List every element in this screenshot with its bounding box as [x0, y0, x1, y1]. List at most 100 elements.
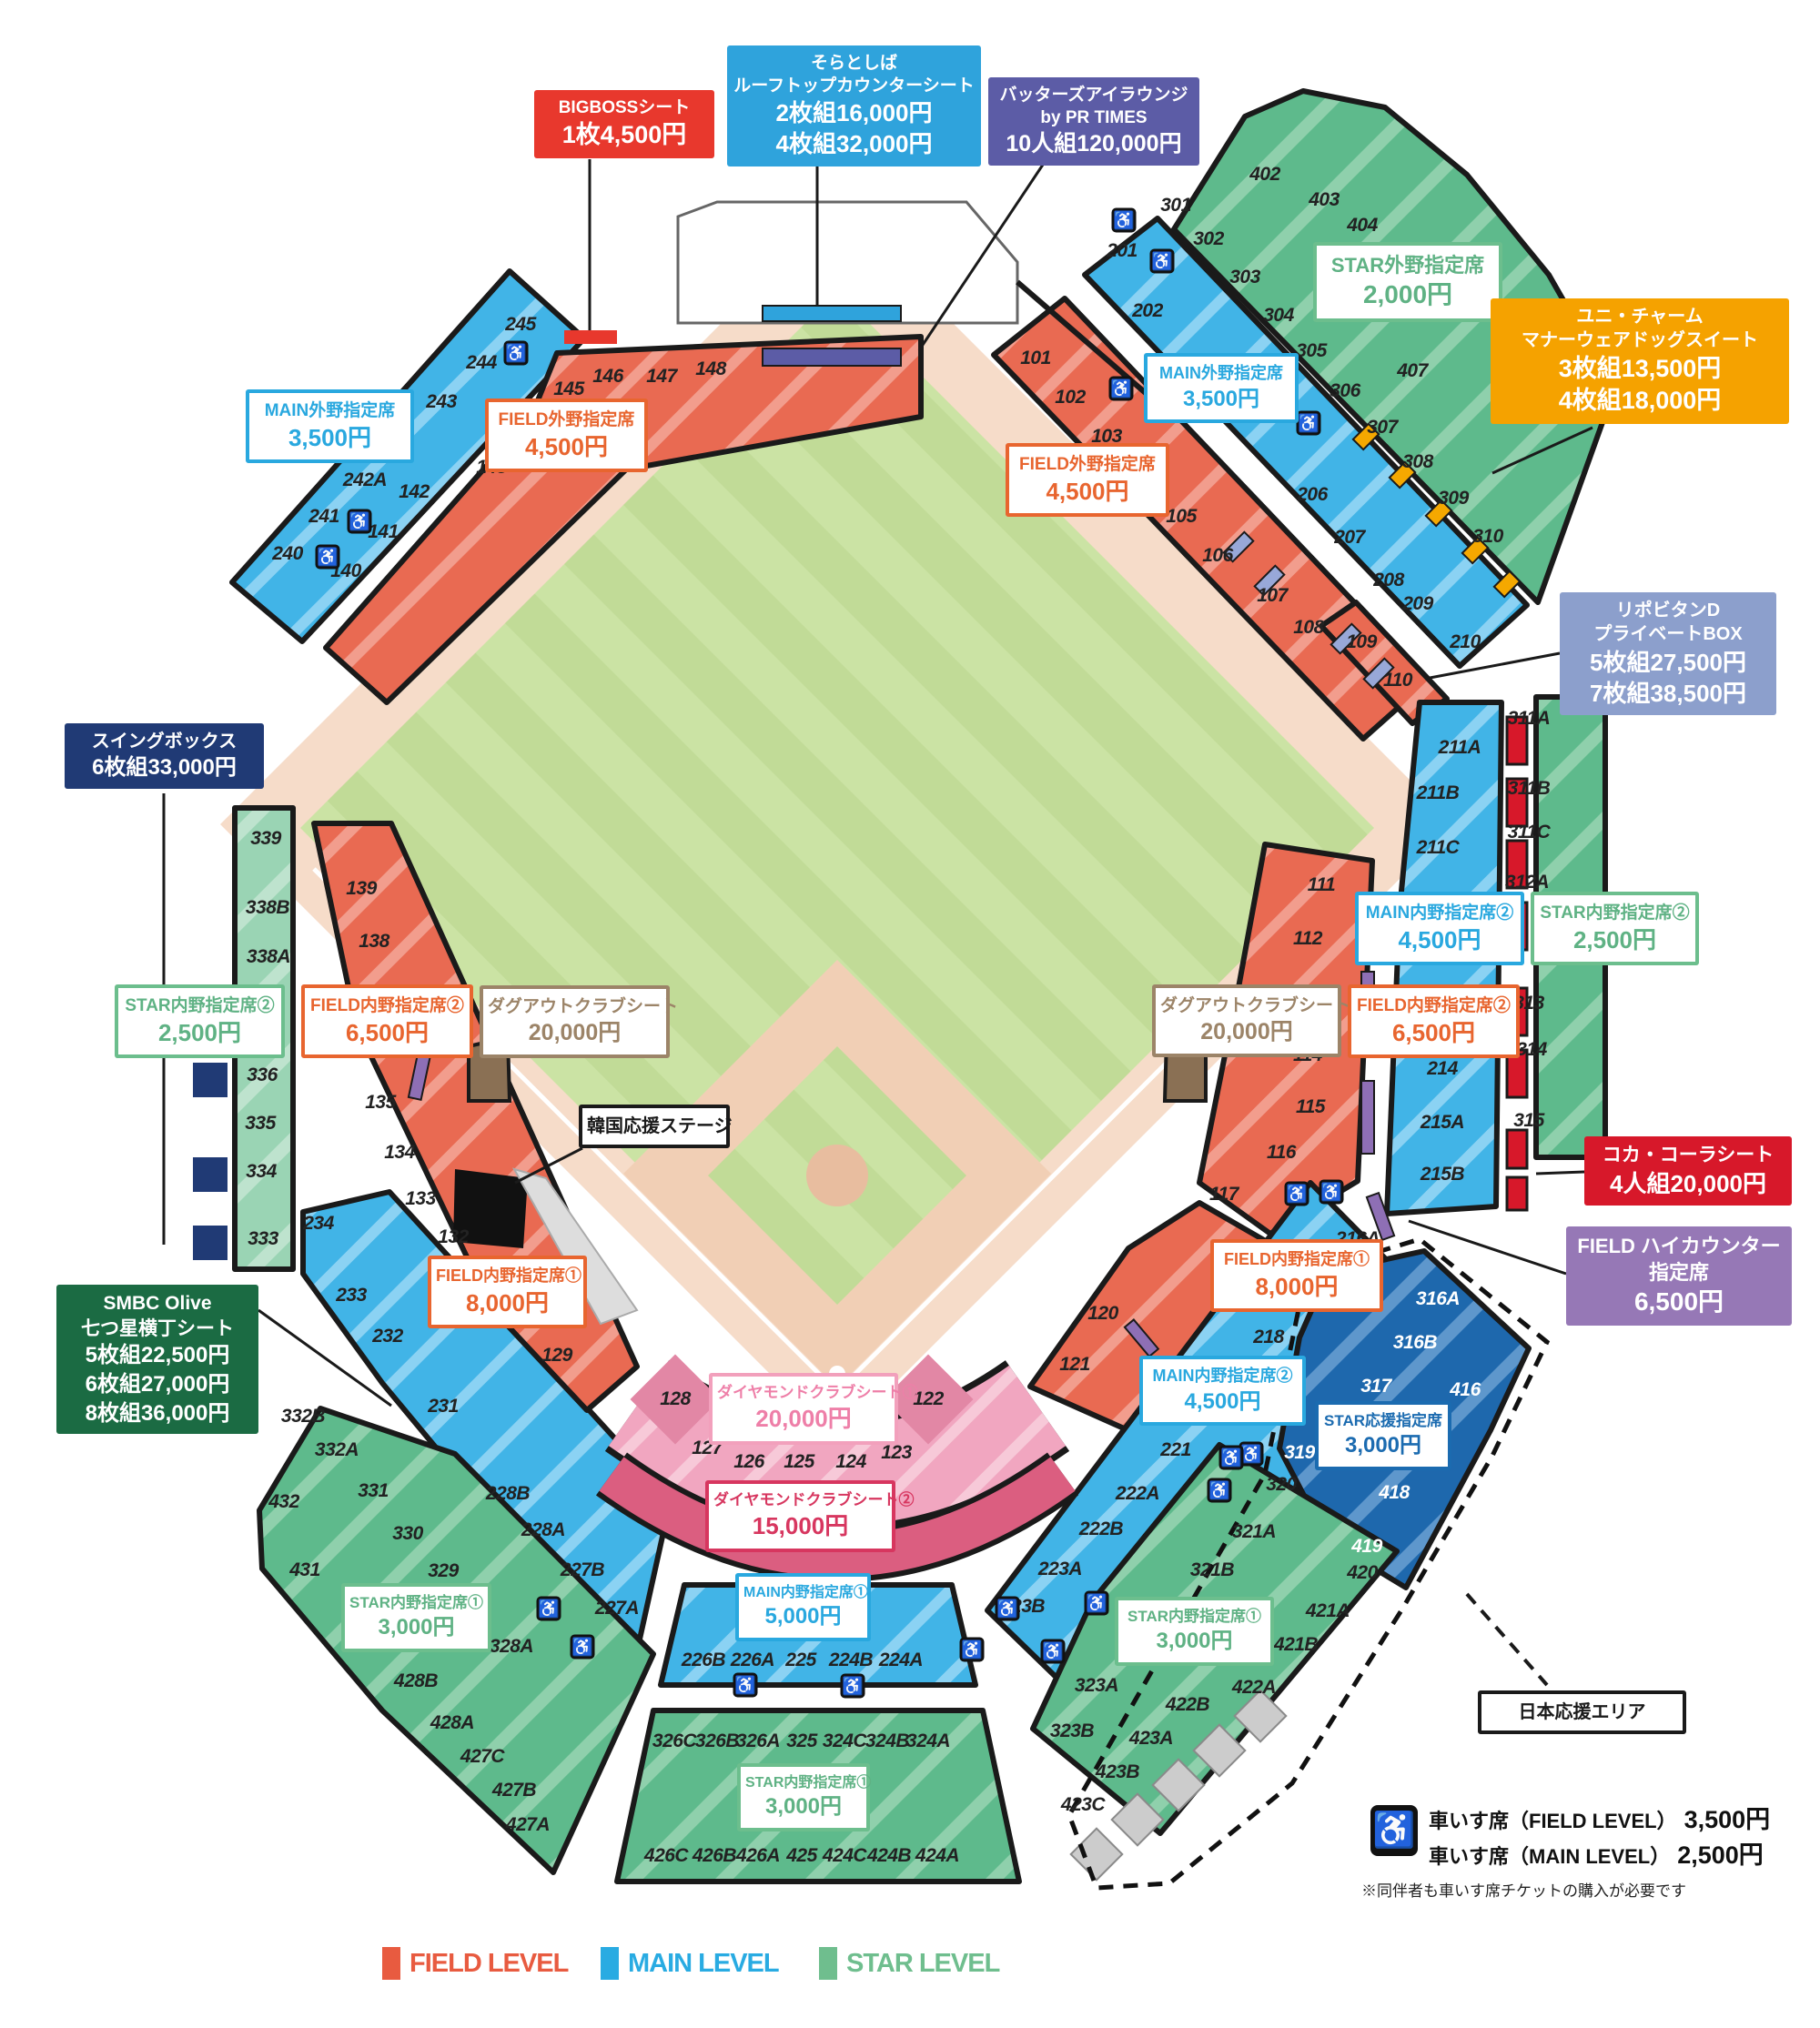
section-label-332A: 332A — [314, 1439, 359, 1460]
wheelchair-icon: ♿ — [1149, 248, 1175, 274]
section-label-317: 317 — [1360, 1376, 1391, 1397]
section-label-326B: 326B — [694, 1730, 740, 1751]
callout-line: マナーウェアドッグスイート — [1522, 330, 1758, 351]
section-label-226A: 226A — [730, 1650, 775, 1670]
section-label-222B: 222B — [1078, 1518, 1124, 1539]
section-label-138: 138 — [359, 931, 389, 952]
legend-label: FIELD LEVEL — [410, 1948, 569, 1978]
legend-item-field-level: FIELD LEVEL — [382, 1947, 569, 1980]
wheelchair-icon: ♿ — [503, 340, 529, 366]
callout-batters-eye-lounge: バッターズアイラウンジ by PR TIMES 10人組120,000円 — [988, 77, 1199, 166]
callout-main-2-right-lower: MAIN内野指定席② 4,500円 — [1139, 1356, 1306, 1427]
callout-line: 5枚組22,500円 — [85, 1343, 230, 1368]
callout-line: 6枚組27,000円 — [85, 1372, 230, 1397]
callout-line: 2,500円 — [1572, 926, 1657, 954]
zone-main-outfield-right[interactable] — [1082, 216, 1530, 669]
section-label-324B: 324B — [864, 1730, 910, 1751]
section-label-134: 134 — [384, 1142, 415, 1163]
leader-lines — [162, 158, 1593, 1687]
section-label-427C: 427C — [460, 1746, 505, 1767]
callout-nippon-ouen-area: 日本応援エリア — [1478, 1690, 1686, 1735]
section-label-129: 129 — [541, 1345, 572, 1366]
section-label-202: 202 — [1132, 300, 1163, 321]
callout-star-1-bottom: STAR内野指定席① 3,000円 — [737, 1763, 871, 1831]
callout-line: 3,000円 — [378, 1615, 455, 1640]
wheelchair-main-label: 車いす席（MAIN LEVEL） — [1429, 1845, 1671, 1868]
callout-line: FIELD ハイカウンター — [1577, 1235, 1781, 1257]
callout-star-2-right: STAR内野指定席② 2,500円 — [1531, 892, 1699, 966]
section-label-123: 123 — [881, 1442, 912, 1463]
companion-note: ※同伴者も車いす席チケットの購入が必要です — [1361, 1882, 1686, 1900]
section-label-107: 107 — [1257, 585, 1288, 606]
wheelchair-icon: ♿ — [536, 1596, 561, 1621]
section-label-324A: 324A — [905, 1730, 951, 1751]
callout-bigboss-seat: BIGBOSSシート 1枚4,500円 — [534, 90, 714, 158]
callout-korea-stage: 韓国応援ステージ — [579, 1105, 733, 1149]
callout-dugout-club-left: ダグアウトクラブシート 20,000円 — [480, 985, 678, 1059]
lipovitan-strip — [1222, 530, 1395, 690]
section-label-427B: 427B — [491, 1780, 537, 1801]
gray-diamond-seats — [1069, 1689, 1288, 1882]
batters-eye-lounge-bar — [762, 348, 902, 367]
section-label-302: 302 — [1193, 228, 1224, 249]
callout-main-2-right: MAIN内野指定席② 4,500円 — [1355, 892, 1524, 966]
section-label-128: 128 — [660, 1388, 691, 1409]
callout-line: 3枚組13,500円 — [1558, 354, 1722, 382]
section-label-428B: 428B — [393, 1670, 439, 1691]
callout-field-1-right: FIELD内野指定席① 8,000円 — [1210, 1239, 1383, 1313]
callout-line: MAIN内野指定席① — [743, 1585, 868, 1600]
section-label-224A: 224A — [878, 1650, 924, 1670]
zone-star-outfield-right[interactable] — [1171, 88, 1617, 605]
section-label-421A: 421A — [1305, 1600, 1350, 1621]
callout-main-gaiya-right: MAIN外野指定席 3,500円 — [1144, 353, 1299, 424]
callout-field-2-left: FIELD内野指定席② 6,500円 — [301, 984, 473, 1059]
section-label-146: 146 — [592, 366, 623, 387]
section-label-206: 206 — [1297, 484, 1328, 505]
callout-line: 20,000円 — [755, 1405, 852, 1433]
section-label-425: 425 — [786, 1845, 817, 1866]
pitchers-mound — [806, 1145, 868, 1206]
callout-line: 3,500円 — [1182, 386, 1260, 411]
callout-line: STAR内野指定席② — [1540, 903, 1690, 923]
callout-line: 6,500円 — [345, 1019, 430, 1047]
section-label-103: 103 — [1091, 426, 1122, 447]
callout-line: 3,000円 — [1344, 1433, 1422, 1458]
wheelchair-icon: ♿ — [959, 1637, 985, 1662]
section-label-214: 214 — [1427, 1058, 1458, 1079]
section-label-311B: 311B — [1507, 778, 1551, 799]
wheelchair-field-label: 車いす席（FIELD LEVEL） — [1429, 1810, 1677, 1832]
section-label-126: 126 — [733, 1451, 764, 1472]
section-label-307: 307 — [1367, 417, 1398, 438]
section-label-423A: 423A — [1128, 1728, 1174, 1749]
callout-line: 3,000円 — [764, 1794, 843, 1820]
zone-diamond-club[interactable] — [595, 1354, 1079, 1582]
callout-line: 8枚組36,000円 — [85, 1400, 230, 1426]
section-label-207: 207 — [1334, 527, 1365, 548]
section-label-338A: 338A — [246, 946, 291, 967]
section-label-232: 232 — [372, 1326, 403, 1347]
section-label-125: 125 — [784, 1451, 814, 1472]
section-label-311A: 311A — [1507, 708, 1551, 729]
section-label-241: 241 — [308, 506, 339, 527]
callout-line: 6,500円 — [1391, 1019, 1476, 1047]
callout-swing-box: スイングボックス 6枚組33,000円 — [65, 723, 264, 790]
section-label-240: 240 — [272, 543, 303, 564]
section-label-244: 244 — [466, 352, 497, 373]
section-label-315: 315 — [1513, 1110, 1544, 1131]
wheelchair-price-note: 車いす席（FIELD LEVEL） 3,500円 車いす席（MAIN LEVEL… — [1361, 1800, 1789, 1901]
section-label-331: 331 — [358, 1480, 389, 1501]
wheelchair-icon: ♿ — [1040, 1639, 1066, 1664]
japan-area-dashed-boundary — [1067, 1236, 1551, 1891]
section-label-223A: 223A — [1037, 1559, 1083, 1579]
section-label-101: 101 — [1020, 348, 1051, 368]
section-label-109: 109 — [1346, 631, 1377, 652]
section-label-222A: 222A — [1115, 1483, 1160, 1504]
callout-line: 2,000円 — [1362, 280, 1453, 309]
callout-line: STAR外野指定席 — [1330, 254, 1485, 277]
section-label-319: 319 — [1284, 1442, 1315, 1463]
callout-main-gaiya-left: MAIN外野指定席 3,500円 — [246, 389, 414, 464]
callout-line: 4,500円 — [1184, 1388, 1261, 1414]
callout-line: 5枚組27,500円 — [1590, 648, 1746, 676]
section-label-142: 142 — [399, 481, 430, 502]
section-label-432: 432 — [268, 1491, 299, 1512]
